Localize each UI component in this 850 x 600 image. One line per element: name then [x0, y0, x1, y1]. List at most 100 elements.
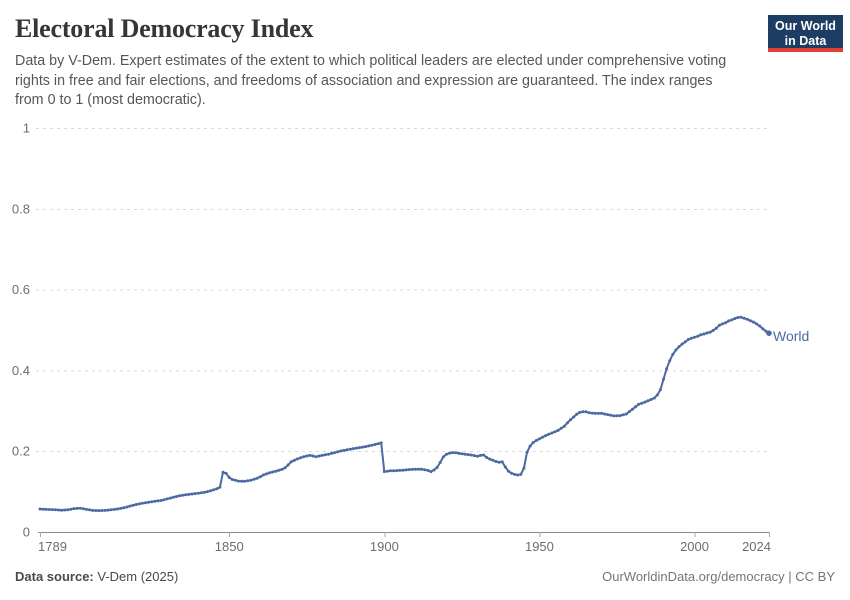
data-point	[100, 509, 104, 512]
data-point	[72, 507, 76, 511]
data-point	[547, 432, 551, 436]
data-point	[91, 508, 95, 512]
data-point	[327, 452, 330, 456]
data-point	[407, 468, 411, 472]
data-point	[435, 465, 439, 469]
data-point	[752, 320, 755, 324]
world-line-path[interactable]	[39, 316, 770, 512]
data-point	[593, 411, 597, 415]
data-point	[469, 453, 473, 457]
data-point	[361, 445, 365, 449]
data-point	[103, 508, 107, 512]
data-point	[550, 431, 554, 435]
data-point	[330, 451, 334, 455]
data-point	[69, 507, 73, 511]
data-point	[655, 393, 659, 397]
data-point	[320, 453, 324, 457]
data-point	[144, 501, 147, 505]
data-point	[559, 426, 563, 430]
data-source-label: Data source:	[15, 569, 94, 584]
data-point	[513, 472, 517, 476]
data-point	[333, 451, 337, 455]
data-point	[596, 411, 600, 415]
data-point	[497, 460, 501, 464]
data-point	[587, 411, 591, 415]
data-point	[652, 396, 656, 400]
data-point	[165, 497, 169, 501]
page-title: Electoral Democracy Index	[15, 14, 314, 43]
x-axis-tick-label: 2000	[680, 539, 709, 554]
data-point	[432, 468, 436, 472]
data-point	[196, 491, 200, 495]
data-point	[522, 466, 526, 470]
data-point	[693, 335, 696, 339]
data-point	[413, 467, 417, 471]
data-point	[510, 471, 513, 475]
data-point	[668, 359, 672, 363]
data-point	[708, 330, 712, 334]
data-point	[603, 412, 607, 416]
data-point	[382, 470, 386, 474]
y-axis-tick-label: 0.2	[12, 444, 30, 459]
chart-subtitle: Data by V-Dem. Expert estimates of the e…	[15, 53, 727, 109]
data-point	[420, 467, 424, 471]
data-point	[755, 322, 759, 326]
data-point	[457, 451, 461, 455]
data-point	[379, 441, 383, 445]
data-point	[401, 468, 405, 472]
data-point	[289, 460, 293, 464]
data-point	[277, 468, 281, 472]
x-axis-tick-label: 1789	[38, 539, 67, 554]
owid-logo[interactable]: Our World in Data	[768, 15, 843, 52]
data-point	[745, 317, 749, 321]
data-point	[556, 428, 560, 432]
data-point	[389, 469, 392, 473]
data-point	[351, 447, 355, 451]
data-point	[426, 468, 430, 472]
data-point	[621, 413, 625, 417]
data-point	[159, 499, 163, 502]
data-point	[705, 331, 709, 335]
owid-logo-red-accent	[768, 48, 843, 52]
data-point	[398, 468, 402, 472]
data-point	[376, 442, 380, 446]
data-point	[717, 323, 721, 327]
data-point	[168, 496, 172, 500]
data-point	[438, 461, 442, 464]
data-point	[147, 500, 151, 504]
data-point	[258, 475, 262, 479]
attribution-link[interactable]: OurWorldinData.org/democracy | CC BY	[602, 569, 835, 584]
data-point	[156, 499, 160, 503]
data-point	[230, 478, 234, 481]
data-point	[44, 507, 48, 511]
y-axis-tick-label: 0.4	[12, 363, 30, 378]
data-point	[454, 451, 458, 455]
data-point	[528, 444, 532, 448]
data-point	[649, 398, 653, 401]
data-point	[128, 504, 132, 508]
data-point	[472, 454, 476, 458]
data-point	[385, 469, 389, 473]
data-point	[609, 413, 613, 417]
data-point	[677, 345, 681, 349]
data-point	[308, 453, 312, 457]
data-point	[227, 476, 231, 479]
data-point	[202, 490, 206, 494]
data-point	[702, 332, 706, 336]
x-axis-tick-label: 1950	[525, 539, 554, 554]
data-point	[94, 509, 98, 512]
data-point	[60, 508, 64, 512]
data-point	[178, 494, 182, 498]
series-label-world[interactable]: World	[773, 328, 810, 344]
data-point	[739, 315, 743, 319]
data-point	[137, 502, 141, 506]
data-point	[696, 334, 700, 338]
data-point	[296, 457, 299, 461]
data-point	[643, 400, 647, 404]
world-series-line[interactable]	[38, 315, 772, 513]
data-point	[758, 324, 762, 328]
data-point	[131, 503, 135, 507]
data-point	[283, 466, 287, 470]
data-point	[184, 493, 188, 497]
